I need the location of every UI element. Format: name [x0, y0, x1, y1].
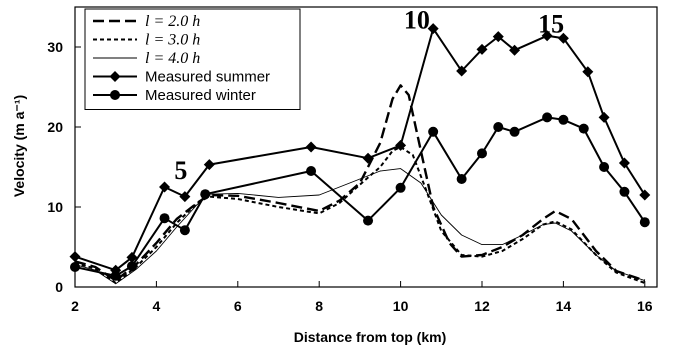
series-2: [74, 168, 645, 285]
x-tick-label: 6: [234, 298, 242, 314]
y-tick-label: 10: [47, 199, 63, 215]
legend-entry: l = 3.0 h: [93, 32, 200, 49]
x-tick-label: 16: [637, 298, 653, 314]
series-line: [74, 84, 646, 282]
winter-point: [578, 123, 589, 134]
y-tick-label: 20: [47, 119, 63, 135]
legend-entry: Measured winter: [93, 87, 256, 104]
x-tick-label: 4: [153, 298, 161, 314]
summer-point: [492, 31, 504, 43]
summer-point: [179, 191, 191, 203]
x-tick-label: 8: [315, 298, 323, 314]
summer-point: [159, 181, 171, 193]
summer-point: [305, 141, 317, 153]
annotations: 5 10 15: [174, 6, 564, 185]
plot-area-border: [74, 6, 658, 288]
legend-label: Measured summer: [145, 69, 270, 86]
winter-point: [428, 126, 439, 137]
winter-point: [619, 186, 630, 197]
winter-point: [179, 225, 190, 236]
series-layer: [69, 23, 651, 285]
series-line: [74, 146, 646, 284]
winter-point: [159, 213, 170, 224]
summer-point: [362, 152, 374, 164]
annotation-label: 5: [174, 156, 187, 185]
winter-point: [200, 189, 211, 200]
winter-point: [456, 174, 467, 184]
winter-point: [542, 112, 553, 123]
legend-label: l = 3.0 h: [145, 32, 200, 49]
summer-point: [582, 66, 594, 78]
summer-point: [509, 44, 521, 56]
summer-point: [69, 251, 81, 263]
summer-point: [395, 139, 407, 151]
legend-label: l = 4.0 h: [145, 50, 200, 67]
x-tick-label: 14: [556, 298, 572, 314]
summer-point: [476, 43, 488, 55]
winter-point: [70, 262, 80, 272]
winter-point: [476, 148, 487, 159]
summer-point: [598, 111, 610, 123]
winter-point: [110, 270, 121, 281]
axis-ticks: 2 4 6 8 10 12 14 16 0 10 20 30: [47, 39, 652, 314]
annotation-label: 15: [538, 10, 564, 39]
plot-frame: [74, 6, 658, 288]
summer-point: [541, 30, 553, 42]
legend-marker: [110, 90, 120, 100]
legend-entry: l = 4.0 h: [93, 50, 200, 67]
winter-point: [558, 114, 569, 125]
legend: l = 2.0 h l = 3.0 hl = 4.0 h Measured summ…: [84, 8, 301, 110]
x-axis-title: Distance from top (km): [294, 329, 446, 345]
x-tick-label: 10: [393, 298, 409, 314]
summer-point: [639, 189, 651, 201]
legend-box: [84, 8, 301, 110]
summer-point: [126, 251, 138, 263]
winter-point: [493, 122, 504, 132]
winter-point: [363, 215, 374, 226]
winter-point: [599, 162, 610, 172]
legend-label: Measured winter: [145, 87, 256, 104]
legend-label: l = 2.0 h: [145, 13, 200, 30]
y-tick-label: 30: [47, 39, 63, 55]
legend-entry: l = 2.0 h: [93, 13, 200, 30]
winter-point: [639, 217, 650, 228]
series-4: [70, 112, 650, 281]
y-axis-title: Velocity (m a⁻¹): [11, 95, 27, 197]
series-0: [74, 84, 646, 282]
summer-point: [427, 23, 439, 35]
x-tick-label: 12: [474, 298, 490, 314]
series-3: [69, 23, 651, 276]
x-tick-label: 2: [71, 298, 79, 314]
y-tick-label: 0: [55, 279, 63, 295]
winter-point: [509, 126, 520, 137]
annotation-label: 10: [404, 6, 430, 35]
summer-point: [557, 32, 569, 44]
summer-point: [203, 159, 215, 171]
legend-marker: [109, 71, 121, 82]
legend-entry: Measured summer: [93, 69, 270, 86]
winter-point: [395, 182, 406, 193]
winter-point: [306, 166, 317, 176]
summer-point: [618, 157, 630, 169]
series-1: [74, 146, 646, 284]
winter-point: [126, 261, 137, 272]
series-line: [74, 168, 645, 285]
summer-point: [456, 65, 468, 77]
